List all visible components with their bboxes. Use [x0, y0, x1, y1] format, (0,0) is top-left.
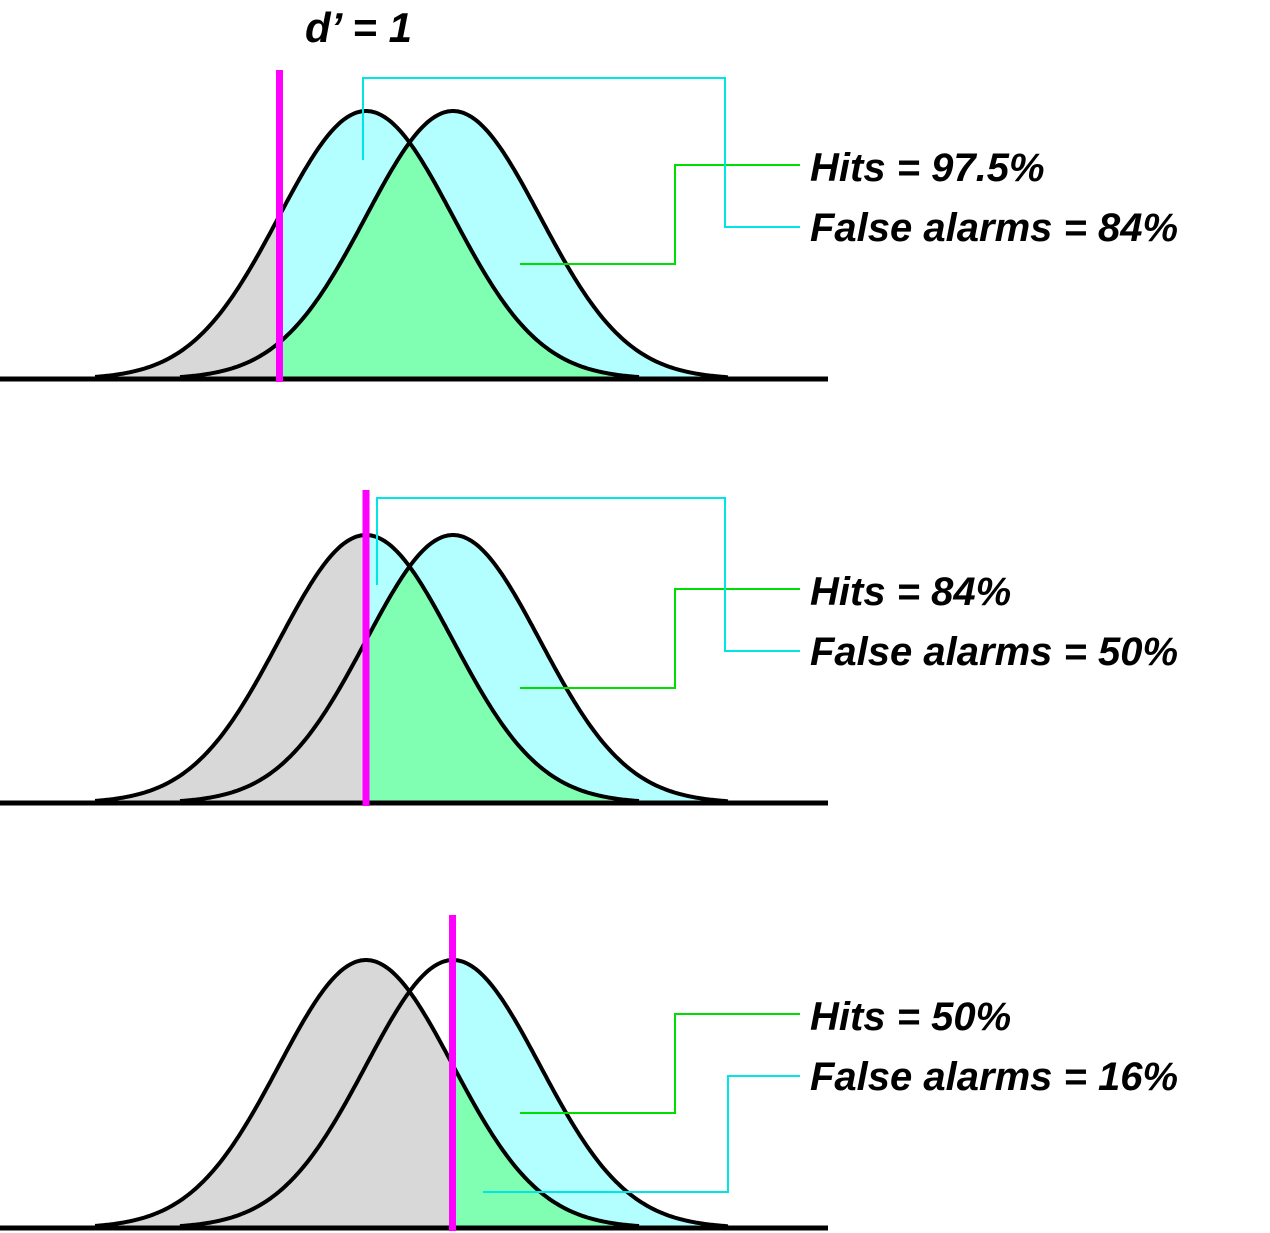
hits-leader-line [520, 588, 800, 689]
panel-3: Hits = 50% False alarms = 16% [0, 915, 1178, 1231]
hits-leader-line [520, 164, 800, 265]
hits-label: Hits = 97.5% [810, 146, 1045, 190]
noise-curve [94, 958, 640, 1229]
false-alarm-leader-line [376, 497, 800, 652]
signal-curve [179, 533, 729, 804]
false-alarms-label: False alarms = 16% [810, 1055, 1178, 1099]
noise-curve [94, 109, 640, 380]
false-alarm-leader-line [483, 1075, 800, 1193]
false-alarm-region [452, 960, 828, 1228]
false-alarm-leader-line [362, 77, 800, 228]
overlap-region [366, 567, 828, 803]
hits-label: Hits = 50% [810, 995, 1011, 1039]
overlap-region [279, 142, 828, 379]
panel-1: Hits = 97.5% False alarms = 84% [0, 70, 1178, 382]
false-alarms-label: False alarms = 84% [810, 206, 1178, 250]
panel-2: Hits = 84% False alarms = 50% [0, 490, 1178, 806]
hits-leader-line [520, 1013, 800, 1114]
signal-curve [179, 109, 729, 380]
noise-distribution-fill [0, 960, 828, 1228]
figure-title: d’ = 1 [305, 4, 412, 51]
hits-label: Hits = 84% [810, 570, 1011, 614]
overlap-region [452, 1064, 828, 1228]
false-alarms-label: False alarms = 50% [810, 630, 1178, 674]
